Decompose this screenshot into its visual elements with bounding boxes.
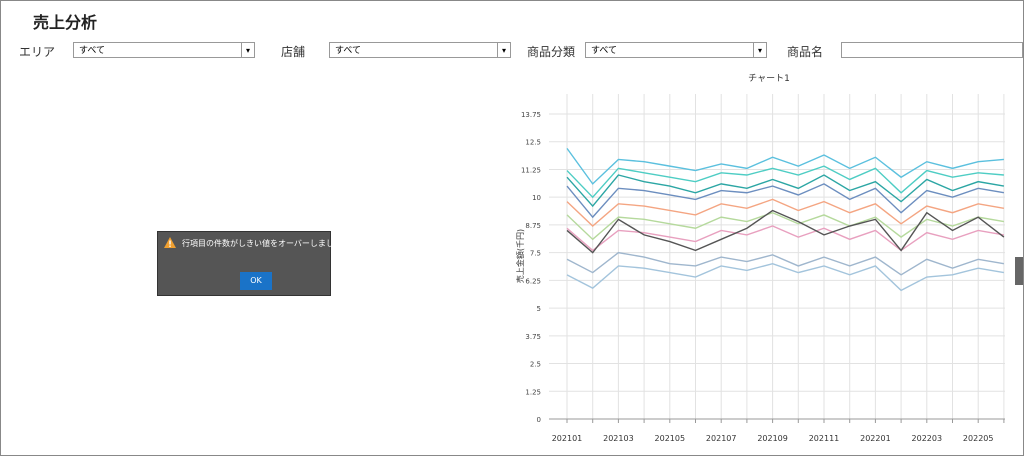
y-axis-label: 売上金額(千円) [515,229,525,283]
filter-value: すべて [591,46,618,56]
x-tick-label: 202103 [603,434,634,443]
alert-dialog: 行項目の件数がしきい値をオーバーしました。 OK [157,231,350,296]
x-tick-label: 202205 [963,434,994,443]
y-tick-label: 5 [537,305,541,313]
series-line [566,183,1005,219]
x-tick-label: 202201 [860,434,891,443]
x-tick-label: 202203 [912,434,943,443]
y-tick-label: 0 [537,416,541,424]
x-tick-label: 202111 [809,434,840,443]
y-tick-label: 6.25 [525,277,541,285]
x-tick-label: 202107 [706,434,737,443]
filter-input[interactable] [841,42,1023,58]
filter-value: すべて [335,46,362,56]
y-tick-label: 13.75 [521,111,541,119]
ok-button[interactable]: OK [240,272,272,290]
warning-icon [164,237,176,248]
x-tick-label: 202105 [655,434,686,443]
series-line [566,165,1004,199]
y-tick-label: 12.5 [525,139,541,147]
filter-value: すべて [79,46,106,56]
dropdown-arrow: ▾ [753,43,766,57]
filter-select[interactable]: すべて ▾ [73,42,255,58]
series-line [566,147,1004,185]
y-tick-label: 11.25 [521,166,541,174]
series-line [566,211,1005,241]
filter-select[interactable]: すべて ▾ [329,42,511,58]
y-tick-label: 1.25 [525,388,541,396]
chart-title: チャート1 [748,73,790,84]
page-title: 売上分析 [33,13,98,32]
y-tick-label: 3.75 [525,333,541,341]
filter-label: 商品名 [787,45,824,59]
series-line [566,251,1005,276]
y-tick-label: 8.75 [525,222,541,230]
x-tick-label: 202109 [757,434,788,443]
y-tick-label: 2.5 [530,361,541,369]
series-line [566,262,1005,292]
y-tick-label: 7.5 [530,250,541,258]
alert-message: 行項目の件数がしきい値をオーバーしました。 [182,239,350,248]
series-line [566,174,1005,208]
series-line [566,209,1005,254]
filter-label: 商品分類 [527,45,576,59]
series-line [566,198,1005,227]
y-tick-label: 10 [532,194,541,202]
filter-label: 店舗 [281,45,306,59]
filter-select[interactable]: すべて ▾ [585,42,767,58]
filter-label: エリア [19,45,56,59]
dropdown-arrow: ▾ [497,43,510,57]
x-tick-label: 202101 [552,434,583,443]
series-line [566,225,1005,252]
dropdown-arrow: ▾ [241,43,254,57]
side-tab[interactable] [1015,257,1023,285]
